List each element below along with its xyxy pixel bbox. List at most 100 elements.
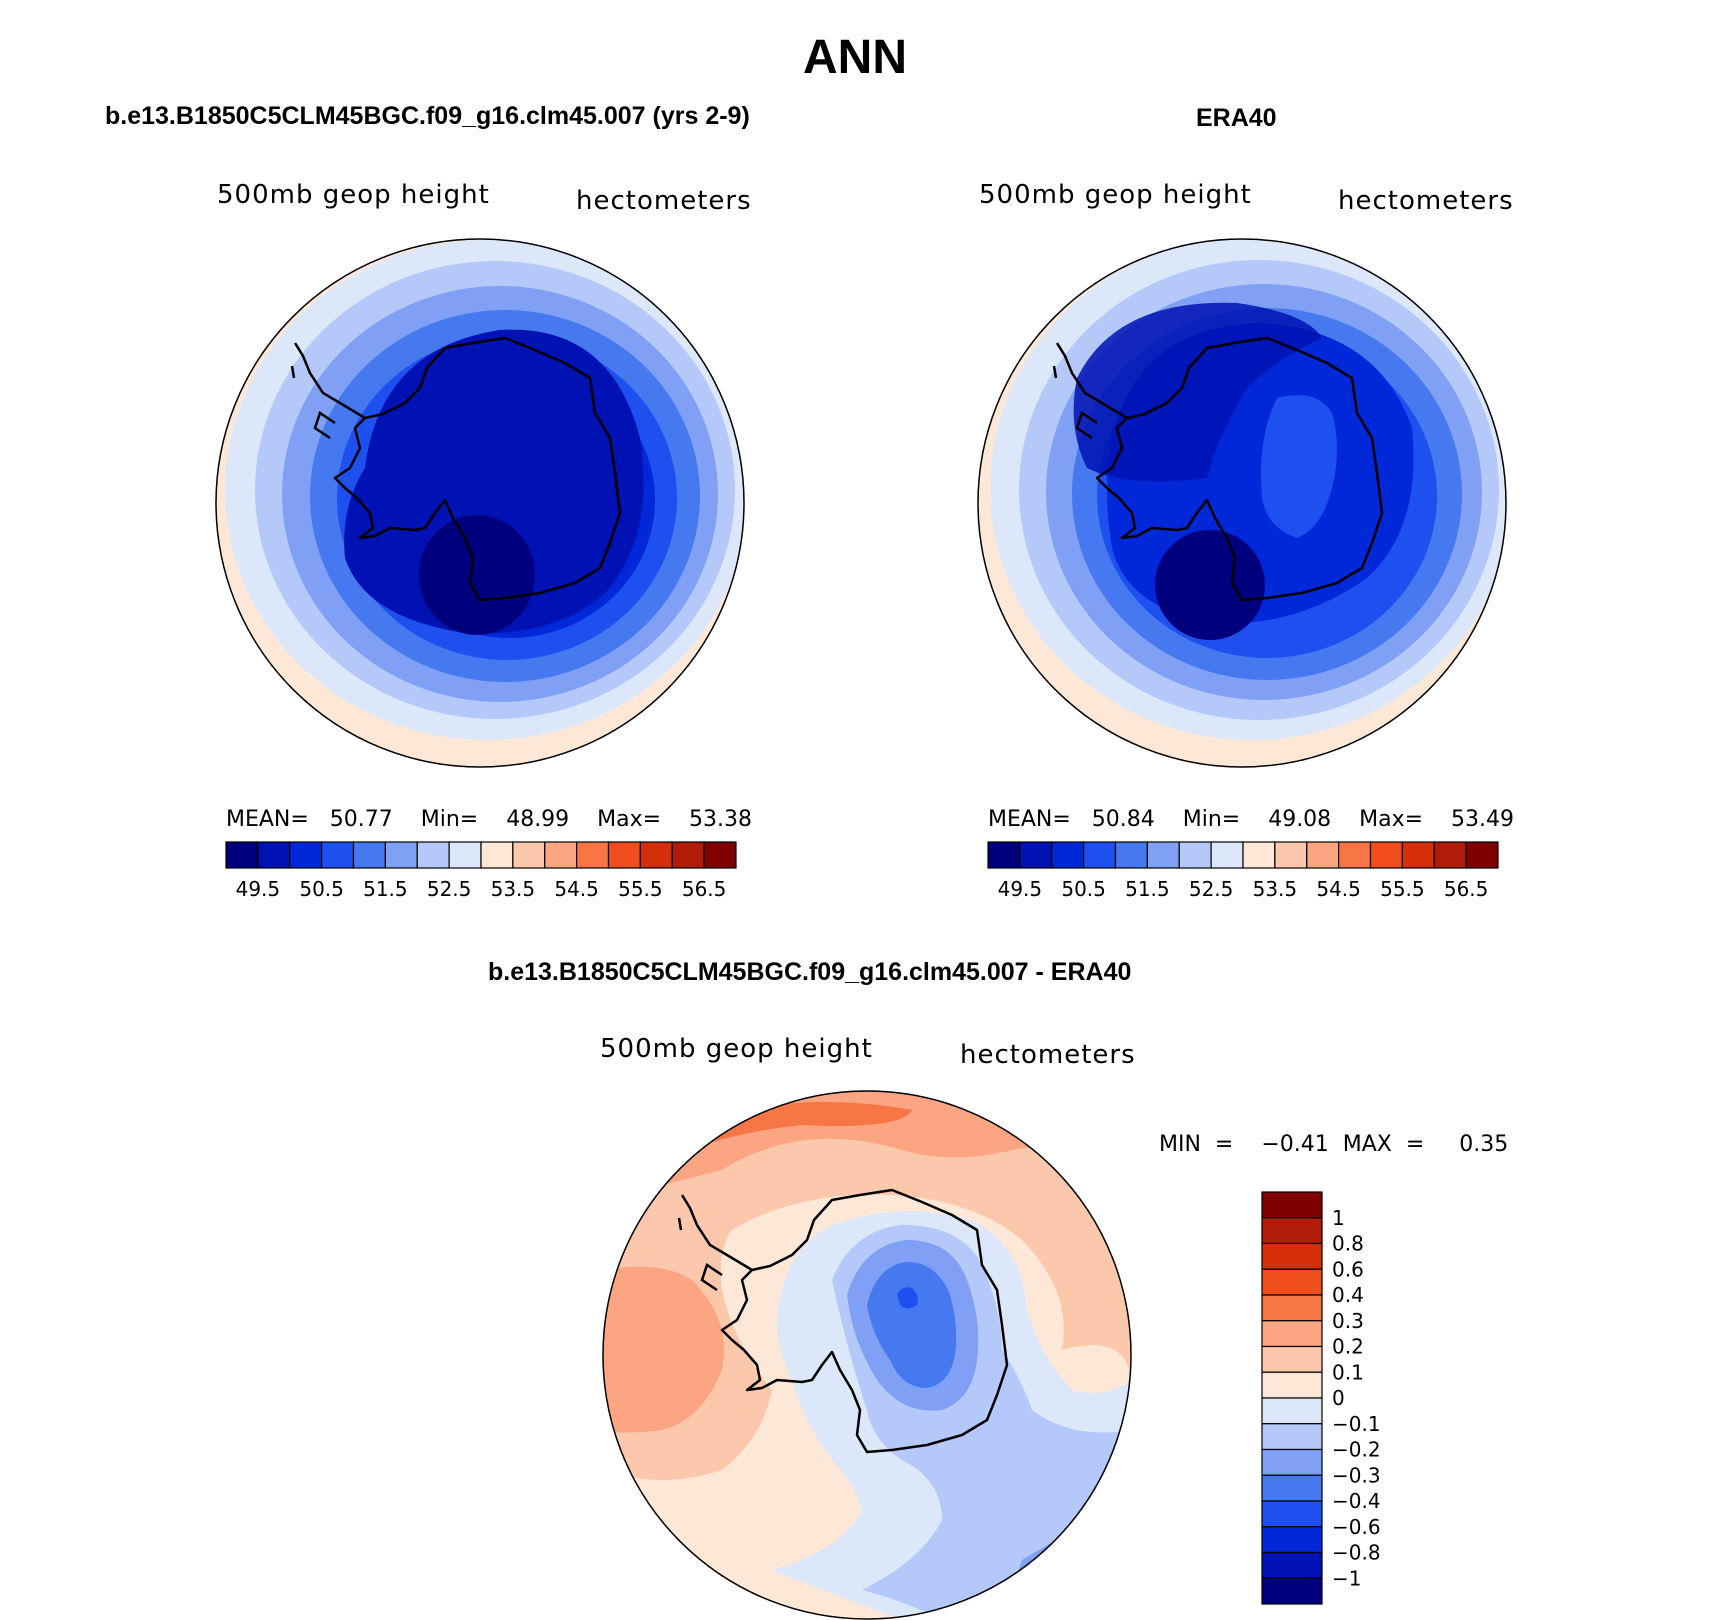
diff-case-title: b.e13.B1850C5CLM45BGC.f09_g16.clm45.007 … (488, 958, 1132, 986)
diff-colorbar-swatch (1261, 1551, 1323, 1579)
panel-2-colorbar-swatch (1019, 841, 1053, 869)
panel-2-antarctic-peninsula (1052, 342, 1128, 440)
panel-1-colorbar-swatch (257, 841, 291, 869)
diff-colorbar-tick-label: 0 (1332, 1386, 1345, 1410)
panel-2-colorbar-swatch (1465, 841, 1499, 869)
panel-1-variable-label: 500mb geop height (217, 180, 490, 210)
diff-colorbar-swatch (1261, 1294, 1323, 1322)
diff-colorbar-swatch (1261, 1448, 1323, 1476)
panel-1-colorbar-swatch (544, 841, 578, 869)
panel-2-colorbar-swatch (1210, 841, 1244, 869)
panel-1-colorbar-swatch (321, 841, 355, 869)
panel-2-colorbar-tick-label: 56.5 (1444, 877, 1489, 901)
diff-variable-label: 500mb geop height (600, 1034, 873, 1064)
diff-colorbar-tick-label: 0.4 (1332, 1283, 1364, 1307)
panel-1-colorbar-tick-label: 52.5 (427, 877, 472, 901)
panel-1-colorbar-tick-label: 53.5 (491, 877, 536, 901)
panel-1-antarctic-peninsula (290, 342, 366, 440)
diff-colorbar-swatch (1261, 1526, 1323, 1554)
panel-1-colorbar-tick-label: 54.5 (554, 877, 599, 901)
diff-colorbar-tick-label: 1 (1332, 1206, 1345, 1230)
panel-1-colorbar-swatch (448, 841, 482, 869)
panel-1-colorbar-swatch (576, 841, 610, 869)
diff-colorbar-swatch (1261, 1191, 1323, 1219)
panel-2-stats: MEAN= 50.84 Min= 49.08 Max= 53.49 (988, 807, 1515, 832)
panel-2-colorbar: 49.5 50.5 51.5 52.5 53.5 54.5 55.5 56.5 (987, 841, 1499, 901)
panel-2-colorbar-swatch (1433, 841, 1467, 869)
diff-colorbar-tick-label: 0.6 (1332, 1257, 1364, 1281)
panel-2-colorbar-swatch (1242, 841, 1276, 869)
panel-2-field-band (1073, 302, 1322, 482)
panel-2-polar-map (977, 238, 1507, 768)
panel-1-case-title: b.e13.B1850C5CLM45BGC.f09_g16.clm45.007 … (105, 102, 750, 130)
panel-2-colorbar-tick-label: 51.5 (1125, 877, 1170, 901)
diff-colorbar-tick-label: −0.3 (1332, 1463, 1381, 1487)
panel-2-colorbar-swatch (1051, 841, 1085, 869)
panel-1-colorbar-swatch (607, 841, 641, 869)
diff-colorbar-tick-label: 0.8 (1332, 1232, 1364, 1256)
diff-colorbar-swatch (1261, 1320, 1323, 1348)
panel-2-colorbar-swatch (987, 841, 1021, 869)
diff-antarctic-peninsula (677, 1194, 753, 1292)
panel-1-polar-map (215, 238, 745, 768)
panel-2-colorbar-swatch (1083, 841, 1117, 869)
panel-2-case-title: ERA40 (1196, 104, 1277, 132)
panel-2-colorbar-swatch (1114, 841, 1148, 869)
diff-colorbar: 10.80.60.40.30.20.10−0.1−0.2−0.3−0.4−0.6… (1261, 1191, 1381, 1605)
panel-1-colorbar-swatch (416, 841, 450, 869)
panel-2-colorbar-swatch (1146, 841, 1180, 869)
diff-colorbar-swatch (1261, 1268, 1323, 1296)
diff-field-band (897, 1287, 918, 1309)
panel-1-colorbar-tick-label: 56.5 (682, 877, 727, 901)
panel-2-variable-label: 500mb geop height (979, 180, 1252, 210)
panel-2-units-label: hectometers (1338, 186, 1514, 216)
diff-colorbar-swatch (1261, 1474, 1323, 1502)
diff-colorbar-tick-label: −0.2 (1332, 1438, 1381, 1462)
diff-stats: MIN = −0.41 MAX = 0.35 (1159, 1132, 1509, 1157)
panel-1-colorbar-swatch (703, 841, 737, 869)
panel-2-colorbar-swatch (1338, 841, 1372, 869)
diff-colorbar-swatch (1261, 1345, 1323, 1373)
panel-1-colorbar-swatch (480, 841, 514, 869)
diff-colorbar-tick-label: 0.2 (1332, 1335, 1364, 1359)
panel-2-colorbar-tick-label: 49.5 (998, 877, 1043, 901)
panel-2-colorbar-tick-label: 52.5 (1189, 877, 1234, 901)
panel-2-colorbar-swatch (1401, 841, 1435, 869)
panel-1-colorbar-swatch (639, 841, 673, 869)
diff-colorbar-swatch (1261, 1371, 1323, 1399)
panel-1-field-band (419, 515, 535, 635)
panel-2-colorbar-swatch (1274, 841, 1308, 869)
panel-2-antarctica-coastline (1095, 336, 1384, 602)
panel-1-colorbar-tick-label: 49.5 (236, 877, 281, 901)
panel-1-colorbar-swatch (225, 841, 259, 869)
panel-1-colorbar: 49.5 50.5 51.5 52.5 53.5 54.5 55.5 56.5 (225, 841, 737, 901)
panel-2-colorbar-swatch (1178, 841, 1212, 869)
diff-colorbar-swatch (1261, 1242, 1323, 1270)
diff-colorbar-tick-label: −0.4 (1332, 1489, 1381, 1513)
diff-colorbar-tick-label: 0.1 (1332, 1360, 1364, 1384)
diff-colorbar-swatch (1261, 1423, 1323, 1451)
panel-2-field-band (1155, 530, 1265, 640)
diff-colorbar-swatch (1261, 1397, 1323, 1425)
diff-units-label: hectometers (960, 1040, 1136, 1070)
panel-2-colorbar-swatch (1369, 841, 1403, 869)
panel-2-colorbar-tick-label: 53.5 (1253, 877, 1298, 901)
diff-polar-map (602, 1090, 1132, 1620)
diff-field-band (603, 1266, 724, 1433)
diff-colorbar-tick-label: 0.3 (1332, 1309, 1364, 1333)
page-title: ANN (803, 31, 907, 84)
diff-colorbar-tick-label: −0.6 (1332, 1515, 1381, 1539)
panel-2-colorbar-tick-label: 54.5 (1316, 877, 1361, 901)
diff-colorbar-swatch (1261, 1577, 1323, 1605)
panel-1-colorbar-swatch (384, 841, 418, 869)
panel-1-colorbar-swatch (289, 841, 323, 869)
panel-2-colorbar-tick-label: 55.5 (1380, 877, 1425, 901)
diff-colorbar-tick-label: −0.1 (1332, 1412, 1381, 1436)
panel-1-colorbar-swatch (352, 841, 386, 869)
panel-1-colorbar-tick-label: 50.5 (299, 877, 344, 901)
panel-1-antarctica-coastline (333, 336, 622, 602)
panel-2-colorbar-tick-label: 50.5 (1061, 877, 1106, 901)
diff-field-band (867, 1262, 957, 1388)
panel-1-colorbar-tick-label: 55.5 (618, 877, 663, 901)
panel-2-field-band (1261, 395, 1337, 538)
